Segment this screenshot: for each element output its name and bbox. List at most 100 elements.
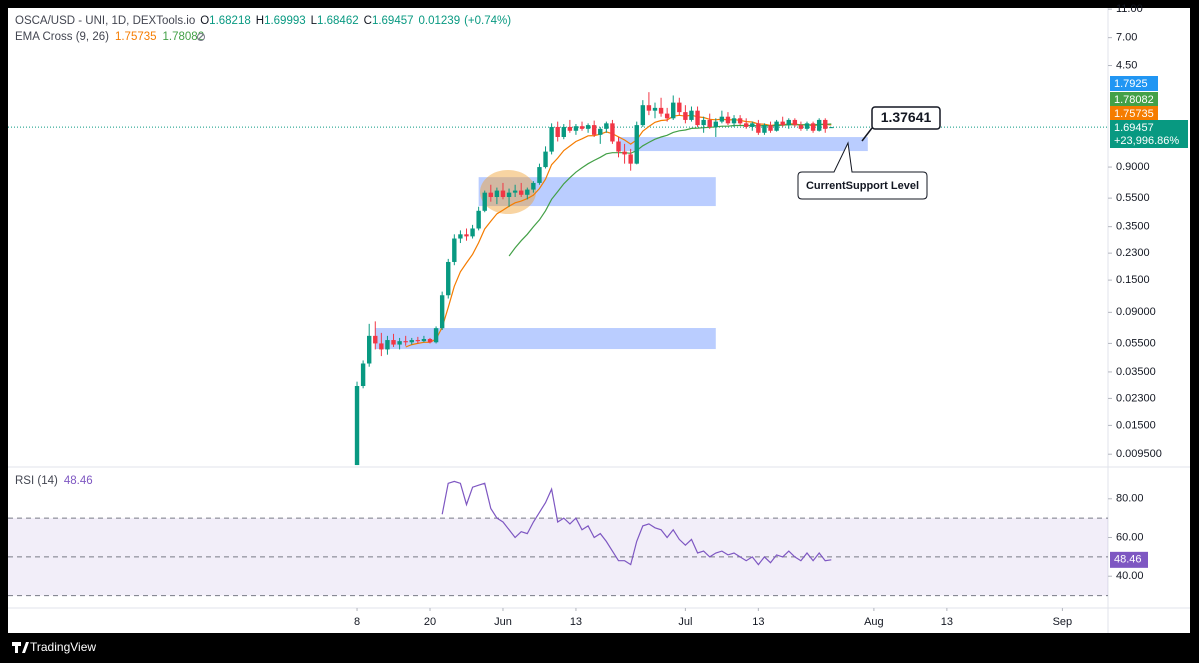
candle-body bbox=[446, 261, 451, 296]
callout-price: 1.37641 bbox=[861, 106, 941, 142]
y-tick-label: 11.00 bbox=[1116, 3, 1143, 15]
callout-box bbox=[871, 106, 941, 130]
candle-body bbox=[549, 126, 554, 152]
candle-body bbox=[567, 126, 573, 131]
callout-pointer bbox=[861, 127, 873, 142]
y-tick-label: 0.5500 bbox=[1116, 192, 1150, 204]
candle-body bbox=[683, 112, 688, 120]
x-tick-label: 20 bbox=[424, 616, 436, 628]
price-tag-change: +23,996.86% bbox=[1114, 135, 1179, 147]
icon-circle bbox=[197, 33, 205, 41]
highlight bbox=[480, 170, 536, 214]
y-tick-label: 0.009500 bbox=[1116, 448, 1162, 460]
indicator-name: EMA Cross (9, 26) bbox=[15, 31, 109, 43]
candle-body bbox=[713, 121, 718, 127]
candle-body bbox=[391, 340, 396, 345]
indicator-legend: EMA Cross (9, 26) 1.75735 1.78082 bbox=[15, 31, 204, 43]
candle-body bbox=[780, 121, 785, 126]
candle-body bbox=[640, 105, 646, 126]
candle-body bbox=[366, 335, 372, 364]
candle-body bbox=[506, 192, 512, 198]
y-tick-label: 0.3500 bbox=[1116, 221, 1150, 233]
rsi-tick-label: 80.00 bbox=[1116, 493, 1144, 505]
candle-body bbox=[421, 338, 427, 342]
candle-body bbox=[622, 151, 627, 155]
y-tick-label: 4.50 bbox=[1116, 59, 1137, 71]
rsi-price-tag-text: 48.46 bbox=[1114, 554, 1142, 566]
candle-body bbox=[768, 125, 773, 131]
callout-text: 1.37641 bbox=[881, 109, 932, 125]
candle-body bbox=[604, 123, 609, 129]
brand[interactable]: TradingView bbox=[12, 640, 96, 654]
candle-body bbox=[804, 123, 810, 129]
candle-body bbox=[671, 102, 676, 119]
brand-logo bbox=[12, 642, 29, 653]
candle-body bbox=[652, 107, 658, 111]
candle-body bbox=[427, 338, 433, 343]
price-tag bbox=[1110, 76, 1158, 91]
y-tick-label: 7.00 bbox=[1116, 32, 1137, 44]
candle-body bbox=[634, 125, 639, 164]
candle-body bbox=[701, 119, 706, 126]
rsi-price-tag bbox=[1110, 551, 1148, 568]
callout-support: CurrentSupport Level bbox=[797, 141, 928, 200]
candle-body bbox=[385, 340, 390, 350]
candle-body bbox=[774, 121, 779, 131]
candle-body bbox=[628, 154, 633, 164]
price-tag-text: 1.78082 bbox=[1114, 94, 1154, 106]
candle-body bbox=[689, 110, 694, 120]
candle-body bbox=[525, 189, 530, 195]
candle-body bbox=[695, 110, 700, 126]
y-tick-label: 0.01500 bbox=[1116, 419, 1156, 431]
price-tag bbox=[1110, 106, 1158, 121]
candle-body bbox=[750, 123, 755, 127]
y-tick-label: 0.05500 bbox=[1116, 337, 1156, 349]
candle-body bbox=[519, 190, 524, 195]
candle-body bbox=[561, 126, 566, 137]
callout-text: CurrentSupport Level bbox=[806, 180, 919, 192]
symbol: OSCA/USD - UNI, 1D, DEXTools.io bbox=[15, 15, 195, 27]
callout-box bbox=[797, 141, 928, 200]
h-label: H bbox=[256, 15, 264, 27]
candle-body bbox=[719, 116, 725, 122]
change: 0.01239 bbox=[419, 15, 461, 27]
candle-body bbox=[482, 192, 487, 211]
candle-body bbox=[555, 126, 560, 137]
candle-body bbox=[433, 328, 439, 343]
candle-body bbox=[585, 125, 591, 129]
candle-body bbox=[531, 182, 536, 190]
candle-body bbox=[762, 125, 767, 133]
candle-body bbox=[409, 340, 414, 343]
candle-body bbox=[664, 113, 670, 119]
brand-name: TradingView bbox=[30, 640, 96, 654]
header: OSCA/USD - UNI, 1D, DEXTools.io O1.68218 H… bbox=[15, 15, 511, 27]
candle-body bbox=[610, 123, 615, 142]
candle-body bbox=[616, 141, 621, 152]
marks: 11.00 7.00 4.50 0.9000 0.5500 0.3500 0.2300 0.1… bbox=[8, 3, 1188, 628]
y-tick-label: 0.02300 bbox=[1116, 392, 1156, 404]
candle-body bbox=[792, 119, 798, 126]
y-tick-label: 0.9000 bbox=[1116, 161, 1150, 173]
hide-icon[interactable] bbox=[197, 33, 205, 41]
candle-body bbox=[488, 192, 494, 198]
candle-body bbox=[403, 341, 408, 343]
rsi-tick-label: 40.00 bbox=[1116, 570, 1144, 582]
candle-body bbox=[373, 335, 378, 344]
change-pct: (+0.74%) bbox=[464, 15, 511, 27]
x-tick-label: Sep bbox=[1053, 616, 1073, 628]
support-zone bbox=[618, 137, 868, 152]
price-tag-text: 1.75735 bbox=[1114, 108, 1154, 120]
open-value: 1.68218 bbox=[209, 15, 251, 27]
candle-body bbox=[646, 105, 652, 111]
x-tick-label: Jun bbox=[494, 616, 512, 628]
candle-body bbox=[823, 119, 828, 129]
candle-body bbox=[354, 386, 360, 466]
candle-body bbox=[452, 238, 457, 262]
candle-body bbox=[658, 107, 664, 114]
y-tick-label: 0.09000 bbox=[1116, 306, 1156, 318]
rsi-title: RSI (14) bbox=[15, 475, 58, 487]
candle-body bbox=[743, 123, 749, 127]
high-value: 1.69993 bbox=[264, 15, 306, 27]
candle-body bbox=[379, 343, 384, 350]
